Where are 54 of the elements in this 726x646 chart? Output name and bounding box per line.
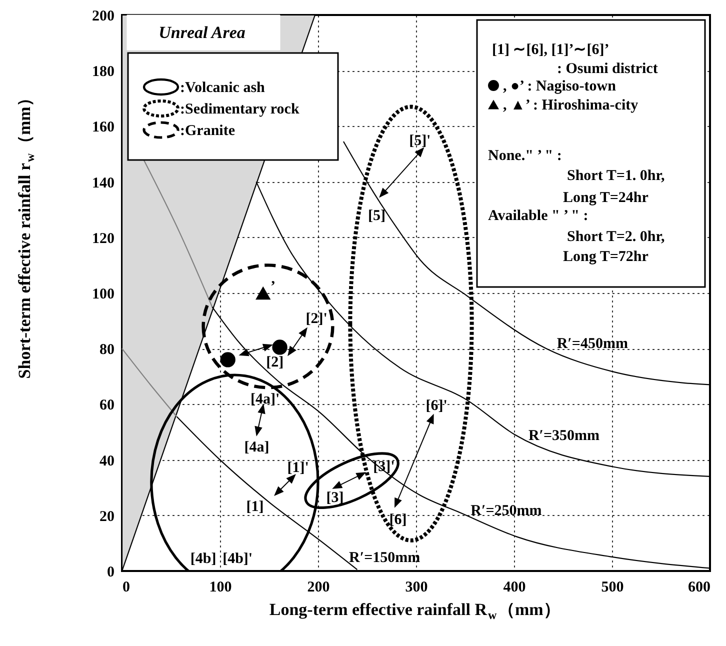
x-tick-label: 200	[307, 580, 330, 596]
annotation: :Volcanic ash	[180, 80, 266, 96]
annotation: [1] ∼[6], [1]’∼[6]’	[492, 42, 610, 58]
annotation: [4b]	[190, 551, 216, 567]
annotation: R′=250mm	[470, 502, 542, 519]
y-tick-label: 180	[92, 64, 114, 80]
y-tick-label: 20	[100, 508, 114, 525]
point	[256, 286, 271, 300]
y-tick-label: 140	[92, 175, 114, 192]
x-tick-label: 400	[503, 580, 526, 596]
annotation: [6]'	[426, 398, 448, 414]
annotation: None." ’ " :	[488, 148, 562, 164]
annotation: [2]	[266, 354, 284, 371]
x-tick-label: 0	[122, 580, 130, 596]
annotation: Short T=1. 0hr,	[567, 168, 665, 184]
annotation: [6]	[389, 512, 407, 528]
annotation: Short T=2. 0hr,	[567, 229, 665, 245]
annotation: R′=150mm	[349, 550, 421, 566]
annotation: Long T=24hr	[563, 190, 649, 206]
x-tick-label: 500	[601, 580, 624, 596]
annotation: [2]'	[306, 311, 328, 327]
annotation: [4a]'	[250, 392, 280, 408]
annotation: ’	[270, 279, 276, 295]
annotation: [5]'	[409, 133, 431, 150]
annotation: :Sedimentary rock	[180, 102, 300, 118]
point	[220, 352, 236, 368]
x-tick-label: 300	[405, 580, 428, 596]
y-tick-label: 200	[92, 8, 114, 24]
y-tick-label: 40	[100, 453, 114, 470]
annotation: [4a]	[244, 440, 270, 456]
annotation: [4b]'	[222, 551, 253, 567]
annotation: [5]	[368, 208, 386, 224]
y-axis-title: Short-term effective rainfall rw（mm）	[15, 90, 37, 379]
y-tick-label: 0	[107, 564, 114, 580]
annotation: : Osumi district	[557, 61, 658, 77]
annotation: Long T=72hr	[563, 249, 649, 265]
point	[272, 340, 288, 355]
legend-label: , ●’ : Nagiso-town	[503, 78, 617, 94]
y-tick-label: 160	[92, 120, 114, 136]
annotation: Unreal Area	[158, 23, 246, 42]
y-tick-label: 60	[100, 398, 114, 414]
y-tick-label: 120	[92, 230, 114, 247]
annotation: R′=450mm	[556, 336, 628, 352]
annotation: Available " ’ " :	[488, 208, 588, 224]
annotation: :Granite	[180, 123, 236, 139]
x-tick-label: 600	[688, 580, 710, 596]
legend-label: , ▲’ : Hiroshima-city	[503, 98, 639, 114]
annotation: [1]	[246, 499, 264, 515]
annotation: [3]	[326, 490, 344, 506]
y-tick-label: 100	[92, 286, 114, 302]
annotation: [1]'	[287, 460, 309, 476]
y-tick-label: 80	[100, 342, 114, 358]
annotation: R′=350mm	[528, 428, 600, 444]
x-tick-label: 100	[209, 580, 232, 596]
